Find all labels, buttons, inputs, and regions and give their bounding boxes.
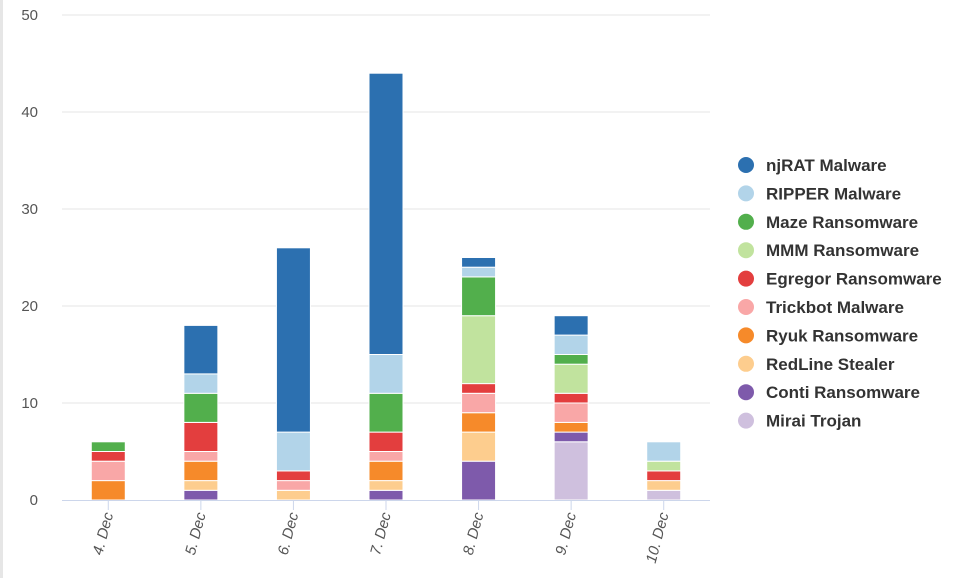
bar-segment[interactable] [368, 431, 404, 453]
legend-label: RedLine Stealer [766, 355, 895, 374]
y-tick-label: 30 [21, 201, 38, 218]
legend-label: Mirai Trojan [766, 412, 861, 431]
bar-segment[interactable] [461, 431, 497, 462]
legend-symbol [738, 412, 754, 429]
bar-segment[interactable] [368, 392, 404, 433]
bar-segment[interactable] [275, 247, 311, 433]
legend-item[interactable]: Trickbot Malware [738, 298, 904, 317]
x-tick-label: 10. Dec [643, 510, 673, 565]
bar-segment[interactable] [553, 402, 589, 423]
y-tick-label: 0 [30, 492, 38, 509]
legend-label: Trickbot Malware [766, 298, 904, 317]
bar-segment[interactable] [461, 392, 497, 414]
bar-segment[interactable] [461, 257, 497, 268]
y-tick-label: 20 [21, 298, 38, 315]
legend-item[interactable]: Maze Ransomware [738, 213, 918, 232]
legend-item[interactable]: Egregor Ransomware [738, 270, 942, 289]
legend-item[interactable]: RIPPER Malware [738, 184, 901, 203]
bar-segment[interactable] [368, 451, 404, 462]
bar-segment[interactable] [90, 451, 126, 462]
legend-label: Maze Ransomware [766, 213, 918, 232]
legend-symbol [738, 213, 754, 230]
bar-segment[interactable] [461, 266, 497, 278]
bar-segment[interactable] [368, 489, 404, 501]
bar-segment[interactable] [461, 412, 497, 433]
bar-segment[interactable] [553, 392, 589, 404]
legend-item[interactable]: Ryuk Ransomware [738, 326, 918, 345]
bar-segment[interactable] [183, 480, 219, 491]
bar-segment[interactable] [368, 480, 404, 491]
legend-item[interactable]: njRAT Malware [738, 156, 887, 175]
legend-label: MMM Ransomware [766, 241, 919, 260]
bar-segment[interactable] [553, 421, 589, 433]
y-tick-label: 10 [21, 395, 38, 412]
legend-label: Egregor Ransomware [766, 270, 942, 289]
y-tick-label: 40 [21, 104, 38, 121]
bar-segment[interactable] [275, 480, 311, 491]
x-tick-label: 8. Dec [460, 510, 488, 557]
bar-segment[interactable] [275, 470, 311, 482]
x-tick-label: 7. Dec [367, 510, 395, 557]
legend-symbol [738, 157, 754, 173]
legend-item[interactable]: RedLine Stealer [738, 355, 895, 374]
legend-symbol [738, 185, 754, 202]
legend-label: Ryuk Ransomware [766, 326, 918, 345]
legend-item[interactable]: MMM Ransomware [738, 241, 919, 260]
legend-symbol [738, 327, 754, 344]
x-tick-label: 5. Dec [182, 510, 210, 557]
legend-label: njRAT Malware [766, 156, 887, 175]
bar-segment[interactable] [646, 441, 682, 462]
legend-symbol [738, 299, 754, 315]
y-axis: 0 10 20 30 40 50 [21, 7, 38, 509]
bar-segment[interactable] [461, 315, 497, 385]
bar-segment[interactable] [90, 441, 126, 452]
legend-symbol [738, 270, 754, 287]
legend-label: Conti Ransomware [766, 383, 920, 402]
x-tick-label: 6. Dec [275, 510, 303, 557]
x-tick-label: 9. Dec [552, 510, 580, 557]
bar-segment[interactable] [368, 354, 404, 394]
bar-segment[interactable] [646, 480, 682, 491]
bar-segment[interactable] [183, 324, 219, 375]
bar-segment[interactable] [553, 431, 589, 443]
legend-item[interactable]: Mirai Trojan [738, 412, 861, 431]
bars [90, 72, 682, 501]
bar-segment[interactable] [183, 421, 219, 452]
bar-segment[interactable] [461, 276, 497, 317]
bar-segment[interactable] [553, 441, 589, 501]
legend-symbol [738, 242, 754, 259]
bar-segment[interactable] [183, 392, 219, 423]
bar-segment[interactable] [368, 460, 404, 482]
bar-segment[interactable] [553, 354, 589, 365]
bar-segment[interactable] [553, 315, 589, 336]
legend-symbol [738, 384, 754, 401]
bar-segment[interactable] [275, 489, 311, 501]
bar-segment[interactable] [368, 72, 404, 355]
legend-label: RIPPER Malware [766, 184, 901, 203]
bar-segment[interactable] [275, 431, 311, 472]
bar-segment[interactable] [90, 480, 126, 501]
bar-segment[interactable] [90, 460, 126, 482]
bar-segment[interactable] [183, 451, 219, 462]
bar-segment[interactable] [183, 489, 219, 501]
bar-segment[interactable] [553, 334, 589, 356]
left-edge-border [0, 0, 3, 578]
legend-symbol [738, 355, 754, 372]
bar-segment[interactable] [646, 460, 682, 472]
bar-segment[interactable] [461, 460, 497, 501]
bar-segment[interactable] [183, 460, 219, 482]
legend-item[interactable]: Conti Ransomware [738, 383, 920, 402]
bar-segment[interactable] [646, 489, 682, 501]
bar-segment[interactable] [183, 373, 219, 394]
x-tick-label: 4. Dec [90, 510, 118, 557]
bar-segment[interactable] [646, 470, 682, 482]
y-tick-label: 50 [21, 7, 38, 24]
bar-segment[interactable] [461, 383, 497, 394]
x-axis: 4. Dec 5. Dec 6. Dec 7. Dec 8. Dec 9. Dec 10. … [62, 500, 710, 565]
bar-segment[interactable] [553, 363, 589, 394]
legend: njRAT Malware RIPPER Malware Maze Ransomwa… [738, 156, 942, 431]
